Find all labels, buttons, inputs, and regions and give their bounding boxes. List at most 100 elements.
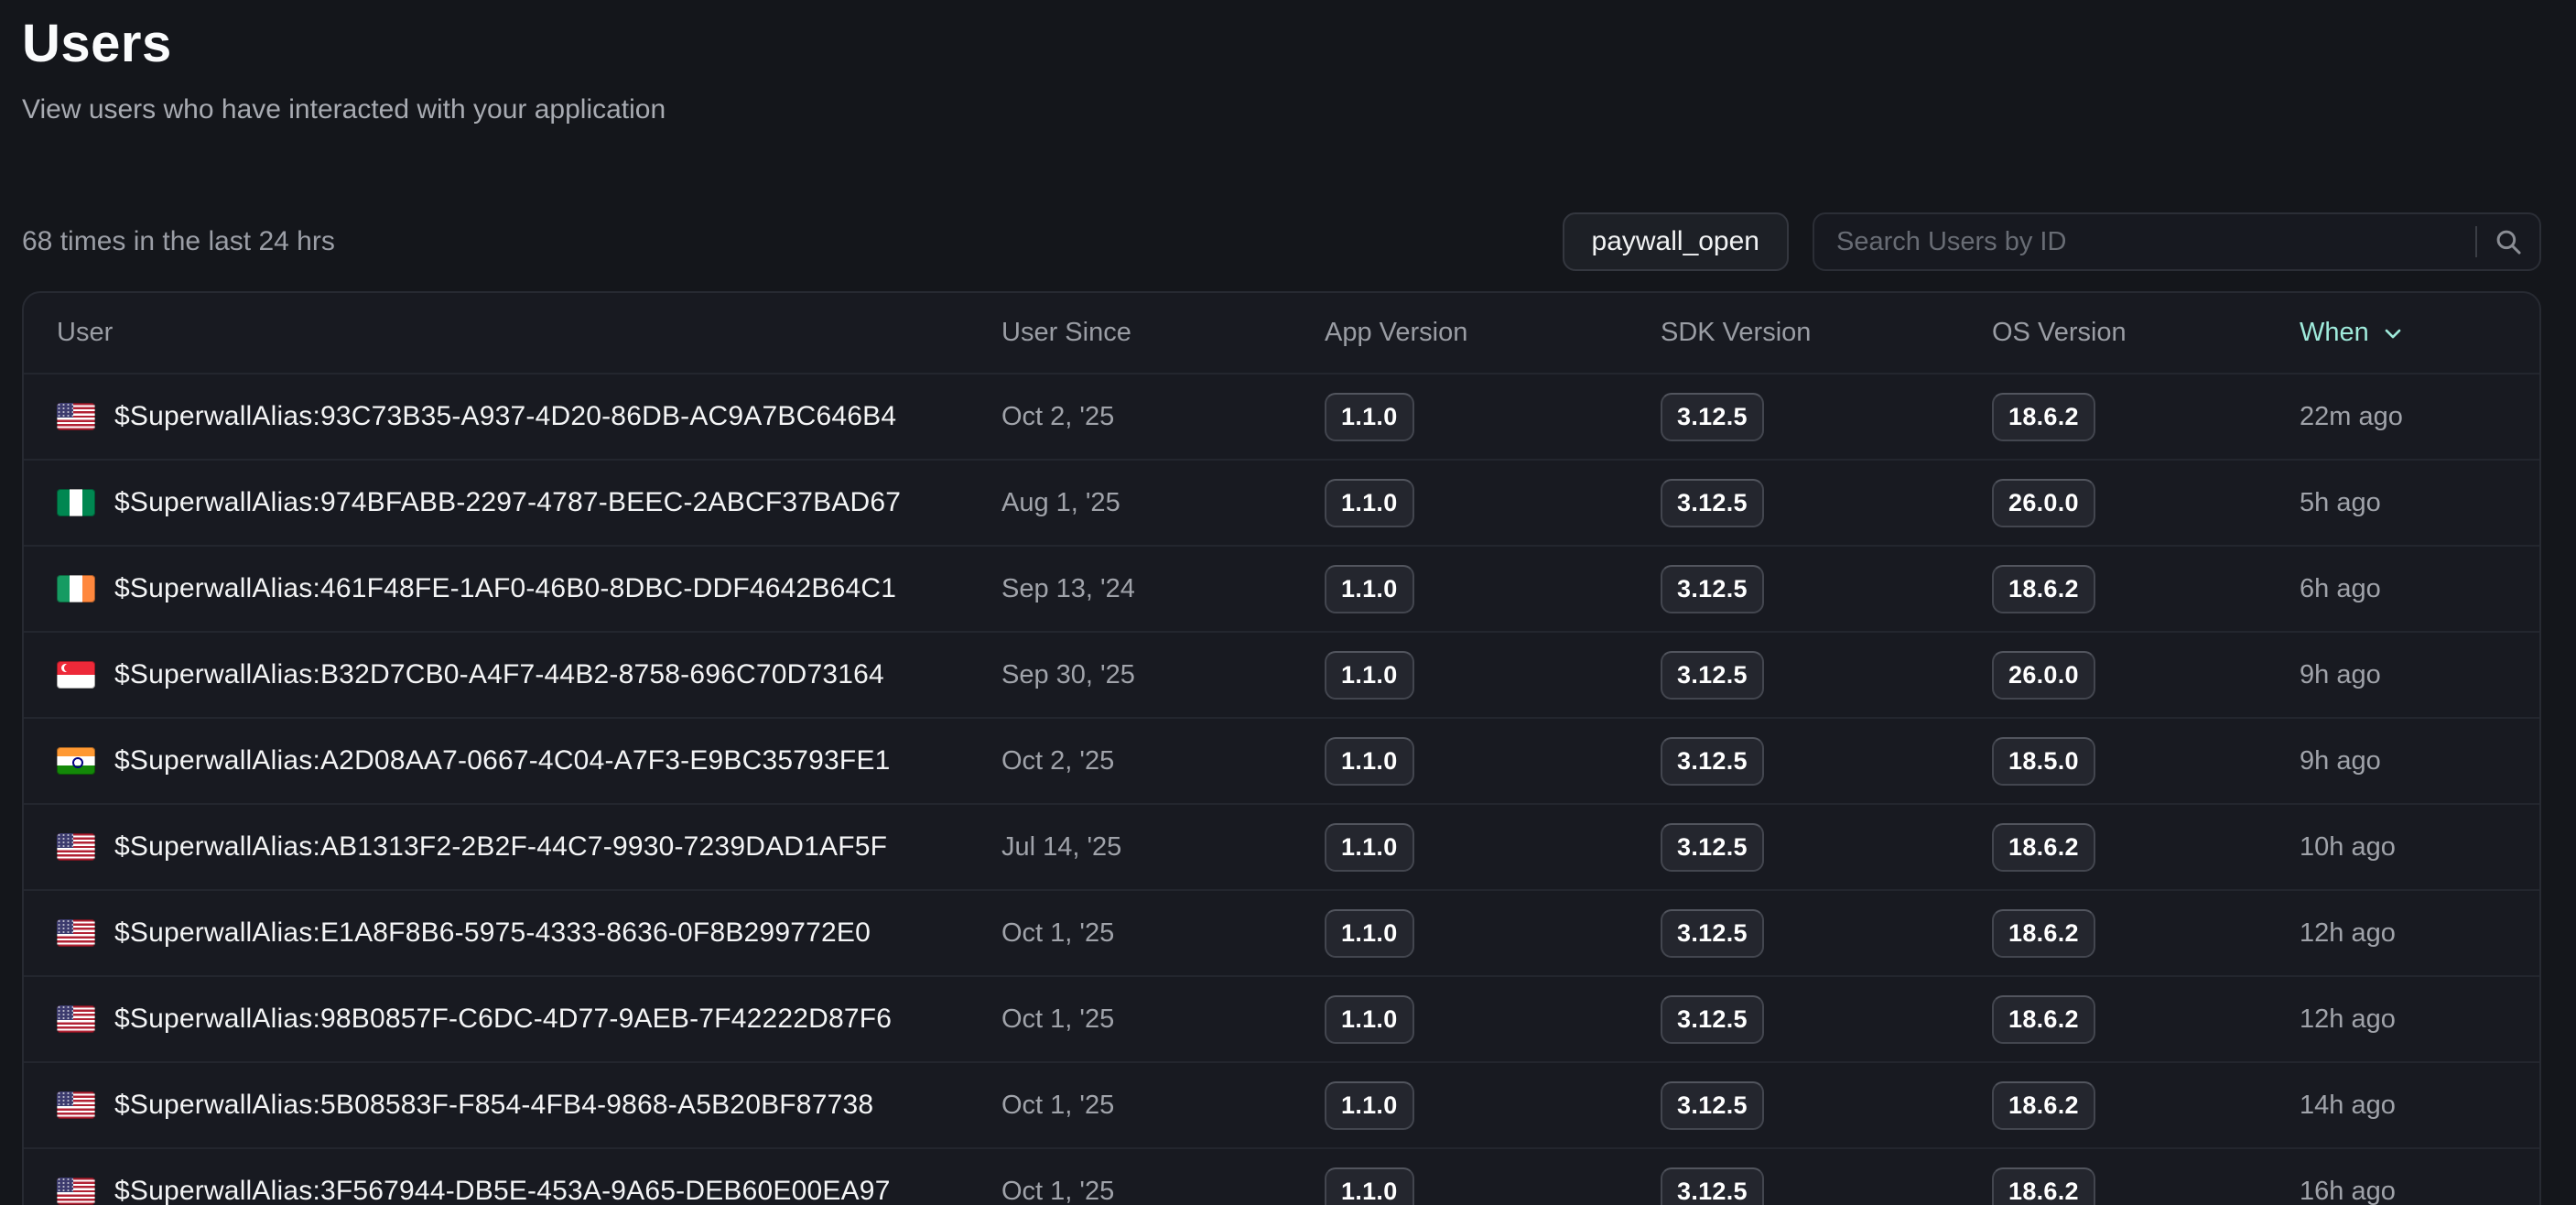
user-cell: $SuperwallAlias:5B08583F-F854-4FB4-9868-… <box>24 1090 1001 1121</box>
sdk-version-badge: 3.12.5 <box>1661 392 1764 441</box>
table-row[interactable]: $SuperwallAlias:461F48FE-1AF0-46B0-8DBC-… <box>24 545 2539 631</box>
column-header-sdk-version[interactable]: SDK Version <box>1661 318 1812 347</box>
country-flag-icon <box>57 1091 95 1119</box>
os-version-badge: 18.5.0 <box>1992 736 2095 786</box>
country-flag-icon <box>57 919 95 947</box>
user-since-value: Oct 1, '25 <box>1001 917 1115 948</box>
user-cell: $SuperwallAlias:461F48FE-1AF0-46B0-8DBC-… <box>24 573 1001 604</box>
os-version-badge: 26.0.0 <box>1992 650 2095 700</box>
os-version-badge: 18.6.2 <box>1992 392 2095 441</box>
sdk-version-badge: 3.12.5 <box>1661 1080 1764 1130</box>
country-flag-icon <box>57 575 95 602</box>
user-id: $SuperwallAlias:5B08583F-F854-4FB4-9868-… <box>114 1090 874 1120</box>
sdk-version-badge: 3.12.5 <box>1661 564 1764 613</box>
table-row[interactable]: $SuperwallAlias:98B0857F-C6DC-4D77-9AEB-… <box>24 975 2539 1061</box>
table-row[interactable]: $SuperwallAlias:E1A8F8B6-5975-4333-8636-… <box>24 889 2539 975</box>
sdk-version-badge: 3.12.5 <box>1661 994 1764 1044</box>
toolbar-right: paywall_open <box>1562 212 2541 271</box>
sdk-version-badge: 3.12.5 <box>1661 1167 1764 1205</box>
table-row[interactable]: $SuperwallAlias:974BFABB-2297-4787-BEEC-… <box>24 459 2539 545</box>
country-flag-icon <box>57 403 95 430</box>
app-version-badge: 1.1.0 <box>1325 564 1414 613</box>
app-version-badge: 1.1.0 <box>1325 392 1414 441</box>
user-id: $SuperwallAlias:A2D08AA7-0667-4C04-A7F3-… <box>114 745 891 776</box>
user-cell: $SuperwallAlias:A2D08AA7-0667-4C04-A7F3-… <box>24 745 1001 776</box>
user-cell: $SuperwallAlias:98B0857F-C6DC-4D77-9AEB-… <box>24 1004 1001 1035</box>
user-id: $SuperwallAlias:B32D7CB0-A4F7-44B2-8758-… <box>114 659 884 689</box>
column-header-app-version[interactable]: App Version <box>1325 318 1468 347</box>
country-flag-icon <box>57 1178 95 1205</box>
user-since-value: Oct 2, '25 <box>1001 745 1115 776</box>
user-since-value: Jul 14, '25 <box>1001 831 1122 862</box>
os-version-badge: 18.6.2 <box>1992 994 2095 1044</box>
event-filter-button[interactable]: paywall_open <box>1562 212 1789 271</box>
when-value: 14h ago <box>2300 1090 2396 1120</box>
sdk-version-badge: 3.12.5 <box>1661 650 1764 700</box>
toolbar: 68 times in the last 24 hrs paywall_open <box>22 212 2541 271</box>
when-value: 10h ago <box>2300 831 2396 862</box>
table-body: $SuperwallAlias:93C73B35-A937-4D20-86DB-… <box>24 373 2539 1205</box>
os-version-badge: 18.6.2 <box>1992 822 2095 872</box>
os-version-badge: 18.6.2 <box>1992 908 2095 958</box>
page-header: Users View users who have interacted wit… <box>22 13 666 125</box>
when-value: 12h ago <box>2300 1004 2396 1034</box>
sdk-version-badge: 3.12.5 <box>1661 478 1764 527</box>
table-row[interactable]: $SuperwallAlias:3F567944-DB5E-453A-9A65-… <box>24 1147 2539 1205</box>
os-version-badge: 18.6.2 <box>1992 1167 2095 1205</box>
search-input[interactable] <box>1814 214 2475 269</box>
user-since-value: Sep 30, '25 <box>1001 659 1135 689</box>
table-row[interactable]: $SuperwallAlias:5B08583F-F854-4FB4-9868-… <box>24 1061 2539 1147</box>
page-subtitle: View users who have interacted with your… <box>22 94 666 125</box>
when-value: 5h ago <box>2300 487 2381 517</box>
user-id: $SuperwallAlias:461F48FE-1AF0-46B0-8DBC-… <box>114 573 897 603</box>
sdk-version-badge: 3.12.5 <box>1661 822 1764 872</box>
app-version-badge: 1.1.0 <box>1325 908 1414 958</box>
column-header-when-label: When <box>2300 318 2369 347</box>
when-value: 16h ago <box>2300 1176 2396 1205</box>
user-cell: $SuperwallAlias:E1A8F8B6-5975-4333-8636-… <box>24 917 1001 949</box>
app-version-badge: 1.1.0 <box>1325 1080 1414 1130</box>
app-version-badge: 1.1.0 <box>1325 650 1414 700</box>
user-id: $SuperwallAlias:974BFABB-2297-4787-BEEC-… <box>114 487 902 517</box>
when-value: 9h ago <box>2300 659 2381 689</box>
user-id: $SuperwallAlias:E1A8F8B6-5975-4333-8636-… <box>114 917 871 948</box>
column-header-when[interactable]: When <box>2300 318 2539 348</box>
user-since-value: Sep 13, '24 <box>1001 573 1135 603</box>
os-version-badge: 18.6.2 <box>1992 1080 2095 1130</box>
country-flag-icon <box>57 661 95 689</box>
user-since-value: Oct 2, '25 <box>1001 401 1115 431</box>
user-id: $SuperwallAlias:AB1313F2-2B2F-44C7-9930-… <box>114 831 888 862</box>
country-flag-icon <box>57 747 95 775</box>
search-divider <box>2475 226 2477 257</box>
user-id: $SuperwallAlias:3F567944-DB5E-453A-9A65-… <box>114 1176 891 1205</box>
country-flag-icon <box>57 489 95 516</box>
app-version-badge: 1.1.0 <box>1325 994 1414 1044</box>
user-cell: $SuperwallAlias:B32D7CB0-A4F7-44B2-8758-… <box>24 659 1001 690</box>
search-icon[interactable] <box>2477 226 2539 257</box>
user-since-value: Aug 1, '25 <box>1001 487 1120 517</box>
users-table: User User Since App Version SDK Version … <box>22 291 2541 1205</box>
table-row[interactable]: $SuperwallAlias:93C73B35-A937-4D20-86DB-… <box>24 373 2539 459</box>
user-since-value: Oct 1, '25 <box>1001 1176 1115 1205</box>
app-version-badge: 1.1.0 <box>1325 736 1414 786</box>
when-value: 12h ago <box>2300 917 2396 948</box>
when-value: 22m ago <box>2300 401 2403 431</box>
stats-text: 68 times in the last 24 hrs <box>22 226 335 256</box>
os-version-badge: 18.6.2 <box>1992 564 2095 613</box>
search-box <box>1813 212 2541 271</box>
user-cell: $SuperwallAlias:93C73B35-A937-4D20-86DB-… <box>24 401 1001 432</box>
os-version-badge: 26.0.0 <box>1992 478 2095 527</box>
table-row[interactable]: $SuperwallAlias:A2D08AA7-0667-4C04-A7F3-… <box>24 717 2539 803</box>
event-filter-label: paywall_open <box>1591 226 1759 256</box>
user-cell: $SuperwallAlias:AB1313F2-2B2F-44C7-9930-… <box>24 831 1001 863</box>
user-since-value: Oct 1, '25 <box>1001 1090 1115 1120</box>
country-flag-icon <box>57 833 95 861</box>
column-header-user-since[interactable]: User Since <box>1001 318 1131 347</box>
user-cell: $SuperwallAlias:3F567944-DB5E-453A-9A65-… <box>24 1176 1001 1205</box>
page-title: Users <box>22 14 172 73</box>
table-row[interactable]: $SuperwallAlias:B32D7CB0-A4F7-44B2-8758-… <box>24 631 2539 717</box>
user-id: $SuperwallAlias:93C73B35-A937-4D20-86DB-… <box>114 401 897 431</box>
column-header-os-version[interactable]: OS Version <box>1992 318 2127 347</box>
column-header-user[interactable]: User <box>57 318 114 347</box>
table-row[interactable]: $SuperwallAlias:AB1313F2-2B2F-44C7-9930-… <box>24 803 2539 889</box>
